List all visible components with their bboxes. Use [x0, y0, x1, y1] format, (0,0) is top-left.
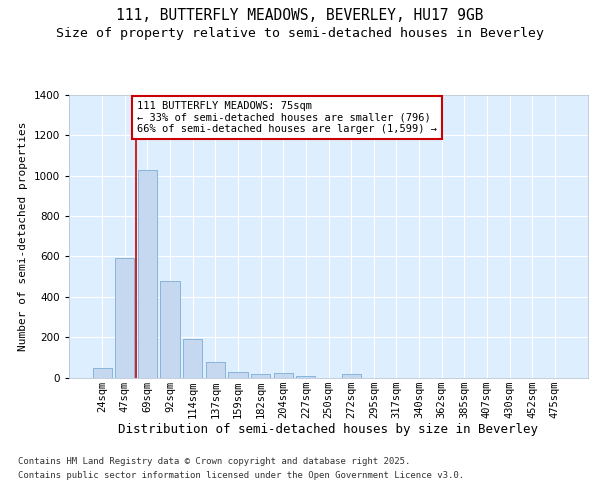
Bar: [274, 374, 293, 378]
Text: Size of property relative to semi-detached houses in Beverley: Size of property relative to semi-detach…: [56, 28, 544, 40]
Bar: [341, 374, 361, 378]
Y-axis label: Number of semi-detached properties: Number of semi-detached properties: [18, 122, 28, 351]
Text: Contains HM Land Registry data © Crown copyright and database right 2025.: Contains HM Land Registry data © Crown c…: [18, 458, 410, 466]
Bar: [160, 280, 180, 378]
Bar: [296, 376, 316, 378]
Bar: [115, 258, 134, 378]
Text: 111, BUTTERFLY MEADOWS, BEVERLEY, HU17 9GB: 111, BUTTERFLY MEADOWS, BEVERLEY, HU17 9…: [116, 8, 484, 22]
Bar: [138, 170, 157, 378]
Text: Contains public sector information licensed under the Open Government Licence v3: Contains public sector information licen…: [18, 472, 464, 480]
Bar: [92, 368, 112, 378]
Bar: [229, 372, 248, 378]
X-axis label: Distribution of semi-detached houses by size in Beverley: Distribution of semi-detached houses by …: [119, 424, 539, 436]
Bar: [251, 374, 270, 378]
Text: 111 BUTTERFLY MEADOWS: 75sqm
← 33% of semi-detached houses are smaller (796)
66%: 111 BUTTERFLY MEADOWS: 75sqm ← 33% of se…: [137, 101, 437, 134]
Bar: [206, 362, 225, 378]
Bar: [183, 339, 202, 378]
